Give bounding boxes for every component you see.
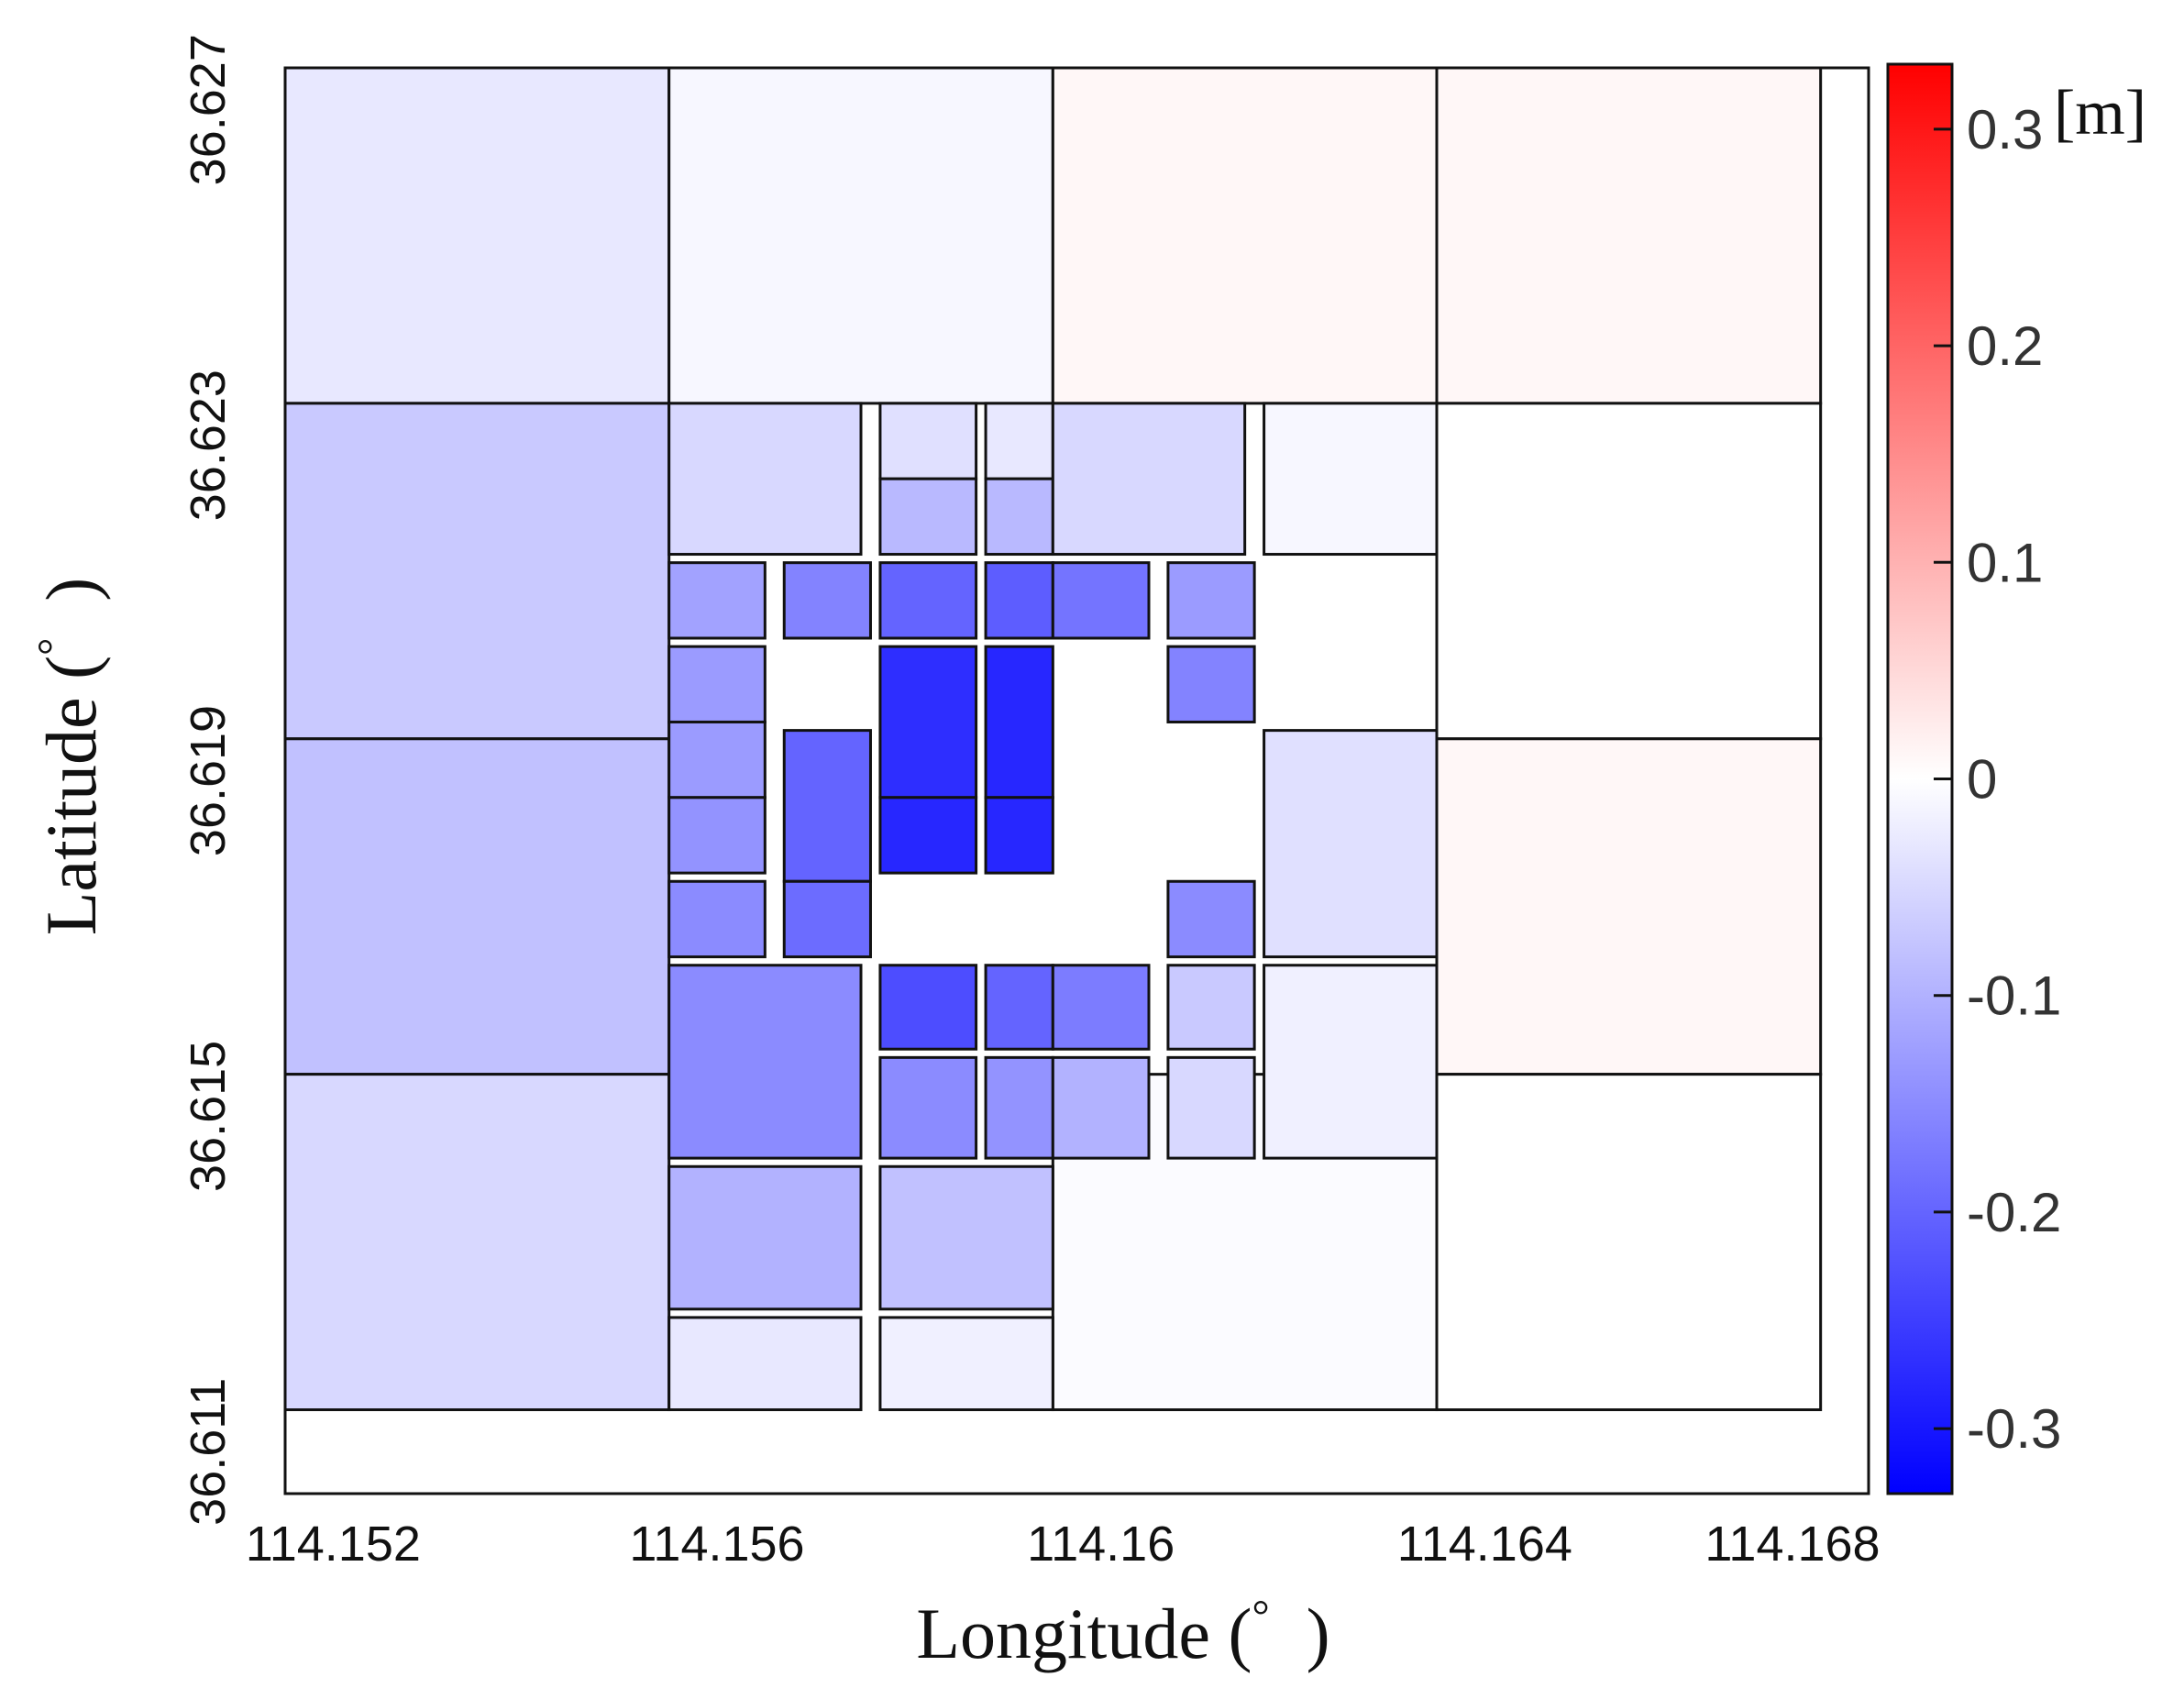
map-cell	[283, 1073, 671, 1412]
x-tick-label: 114.164	[1397, 1517, 1572, 1572]
map-block	[667, 879, 767, 959]
map-block	[1263, 964, 1439, 1160]
map-cell	[1435, 402, 1823, 741]
colorbar-ticks: 0.3 0.2 0.1 0 -0.1 -0.2 -0.3	[1934, 99, 2061, 1460]
map-cell	[1051, 66, 1439, 405]
map-block	[878, 645, 978, 800]
y-tick-label: 36.623	[181, 370, 236, 521]
map-block	[1051, 964, 1151, 1051]
map-block	[984, 645, 1054, 800]
map-block	[878, 1164, 1054, 1311]
map-block	[1051, 561, 1151, 640]
map-block	[667, 402, 863, 557]
map-block	[984, 964, 1054, 1051]
y-tick-label: 36.611	[181, 1378, 236, 1526]
map-block	[984, 402, 1054, 480]
map-cells	[283, 66, 1823, 1412]
x-tick-label: 114.152	[246, 1517, 421, 1572]
map-block	[667, 645, 767, 723]
colorbar-tick-label: -0.1	[1967, 965, 2061, 1027]
map-block	[782, 729, 872, 883]
x-tick-label: 114.16	[1027, 1517, 1175, 1572]
map-block	[1166, 879, 1256, 959]
map-block	[878, 964, 978, 1051]
map-cell	[283, 737, 671, 1076]
map-block	[1166, 964, 1256, 1051]
map-block	[1051, 1055, 1151, 1160]
map-block	[1166, 645, 1256, 723]
colorbar-tick-label: 0	[1967, 749, 1997, 811]
map-block	[878, 561, 978, 640]
x-tick-label: 114.168	[1704, 1517, 1880, 1572]
colorbar-tick-label: 0.3	[1967, 99, 2043, 160]
colorbar-unit-label: [m]	[2054, 78, 2146, 149]
map-block	[782, 561, 872, 640]
map-block	[1263, 729, 1439, 959]
map-block	[782, 879, 872, 959]
map-block	[984, 477, 1054, 557]
y-tick-label: 36.615	[181, 1041, 236, 1192]
map-block	[1166, 1055, 1256, 1160]
map-block	[878, 1055, 978, 1160]
map-block	[878, 477, 978, 557]
map-cell	[283, 402, 671, 741]
map-block	[667, 1316, 863, 1412]
map-block	[1051, 402, 1247, 557]
map-block	[878, 402, 978, 480]
map-block	[667, 720, 767, 800]
map-cell	[283, 66, 671, 405]
y-tick-label: 36.619	[181, 705, 236, 856]
map-cell	[1435, 66, 1823, 405]
map-block	[667, 796, 767, 875]
map-block	[1263, 402, 1439, 557]
map-block	[667, 964, 863, 1160]
colorbar-tick-label: 0.1	[1967, 532, 2043, 593]
map-block	[984, 561, 1054, 640]
map-cell	[1435, 1073, 1823, 1412]
colorbar-tick-label: -0.2	[1967, 1182, 2061, 1243]
x-axis-title: Longitude (°)	[916, 1592, 1329, 1673]
plot-frame	[283, 66, 1870, 1495]
x-degree-symbol: °	[1252, 1592, 1269, 1640]
x-tick-label: 114.156	[629, 1517, 804, 1572]
map-cell	[1435, 737, 1823, 1076]
map-block	[878, 796, 978, 875]
y-degree-symbol: °	[29, 638, 78, 656]
map-block	[984, 1055, 1054, 1160]
y-tick-label: 36.627	[181, 34, 236, 185]
map-block	[667, 1164, 863, 1311]
x-tick-labels: 114.152 114.156 114.16 114.164 114.168	[246, 1517, 1881, 1572]
map-block	[984, 796, 1054, 875]
colorbar-tick-label: 0.2	[1967, 315, 2043, 377]
map-block	[667, 561, 767, 640]
colorbar-tick-label: -0.3	[1967, 1398, 2061, 1460]
map-block	[1166, 561, 1256, 640]
y-axis-title: Latitude (°)	[29, 578, 111, 936]
map-cell	[667, 66, 1054, 405]
map-block	[878, 1316, 1054, 1412]
y-tick-labels: 36.611 36.615 36.619 36.623 36.627	[181, 34, 236, 1526]
